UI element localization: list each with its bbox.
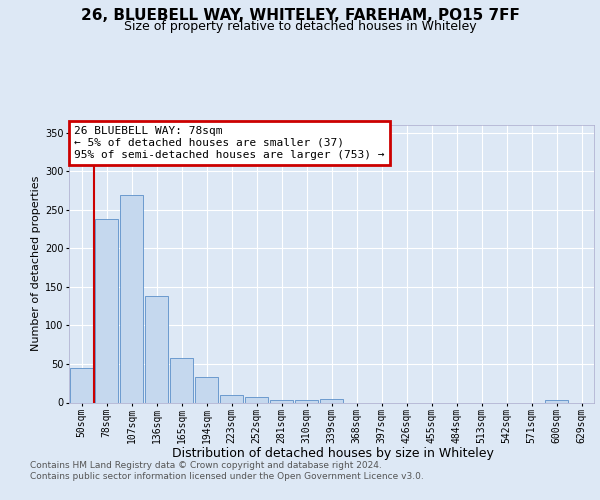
- Bar: [545, 400, 568, 402]
- Text: 26, BLUEBELL WAY, WHITELEY, FAREHAM, PO15 7FF: 26, BLUEBELL WAY, WHITELEY, FAREHAM, PO1…: [80, 8, 520, 22]
- Text: 26 BLUEBELL WAY: 78sqm
← 5% of detached houses are smaller (37)
95% of semi-deta: 26 BLUEBELL WAY: 78sqm ← 5% of detached …: [74, 126, 385, 160]
- Text: Contains HM Land Registry data © Crown copyright and database right 2024.: Contains HM Land Registry data © Crown c…: [30, 461, 382, 470]
- Text: Distribution of detached houses by size in Whiteley: Distribution of detached houses by size …: [172, 448, 494, 460]
- Bar: [119, 195, 143, 402]
- Y-axis label: Number of detached properties: Number of detached properties: [31, 176, 41, 352]
- Bar: [220, 395, 244, 402]
- Bar: [269, 400, 293, 402]
- Text: Size of property relative to detached houses in Whiteley: Size of property relative to detached ho…: [124, 20, 476, 33]
- Bar: [70, 368, 94, 402]
- Bar: [245, 397, 268, 402]
- Bar: [295, 400, 319, 402]
- Bar: [320, 400, 343, 402]
- Bar: [194, 377, 218, 402]
- Bar: [95, 219, 118, 402]
- Bar: [145, 296, 169, 403]
- Bar: [170, 358, 193, 403]
- Text: Contains public sector information licensed under the Open Government Licence v3: Contains public sector information licen…: [30, 472, 424, 481]
